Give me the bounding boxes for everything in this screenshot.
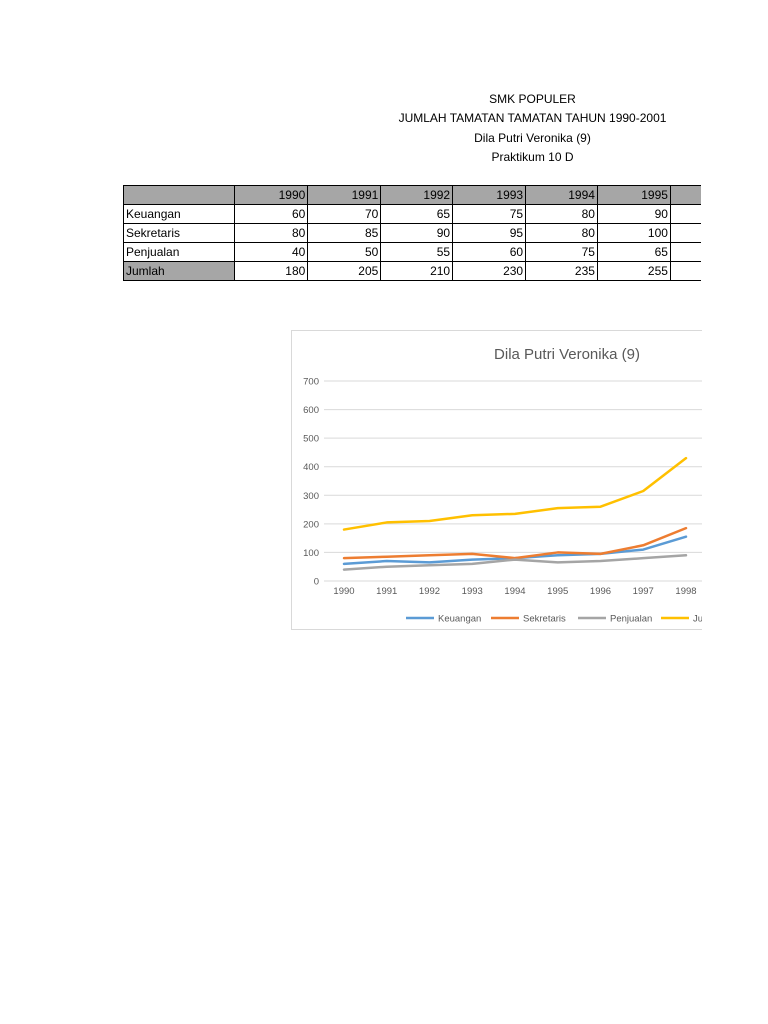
report-subtitle: JUMLAH TAMATAN TAMATAN TAHUN 1990-2001 [398,111,667,126]
value-cell[interactable]: 75 [452,204,527,224]
chart-title: Dila Putri Veronika (9) [494,346,640,363]
total-cell[interactable]: 260 [669,261,701,281]
value-cell[interactable]: 85 [307,223,382,243]
total-cell[interactable]: 235 [525,261,598,281]
chart-svg: Dila Putri Veronika (9) 0 100 200 300 400 500 6… [303,346,702,625]
x-tick-label: 1993 [462,586,483,597]
table-row: Penjualan 40 50 55 60 75 65 70 80 [123,242,701,262]
total-cell[interactable]: 230 [452,261,527,281]
total-cell[interactable]: 180 [234,261,309,281]
value-cell[interactable]: 95 [669,204,701,224]
author-name: Dila Putri Veronika (9) [474,130,591,145]
x-tick-label: 1997 [633,586,654,597]
y-tick-label: 0 [314,577,319,588]
class-name: Praktikum 10 D [491,149,574,164]
header-year-cell[interactable]: 1990 [234,185,309,205]
value-cell[interactable]: 50 [307,242,382,262]
y-tick-label: 300 [303,491,319,502]
data-table: 1990 1991 1992 1993 1994 1995 1996 1997 … [123,185,701,281]
total-cell[interactable]: 255 [596,261,671,281]
x-tick-label: 1996 [590,586,611,597]
line-chart[interactable]: Dila Putri Veronika (9) 0 100 200 300 400 500 6… [291,330,702,630]
total-cell[interactable]: 210 [380,261,454,281]
y-tick-label: 700 [303,377,319,388]
x-tick-label: 1992 [419,586,440,597]
header-year-cell[interactable]: 1991 [307,185,382,205]
value-cell[interactable]: 95 [669,223,701,243]
row-label-cell[interactable]: Keuangan [123,204,236,224]
y-tick-label: 200 [303,519,319,530]
value-cell[interactable]: 70 [307,204,382,224]
table-row: Keuangan 60 70 65 75 80 90 95 110 [123,204,701,224]
data-table-region: 1990 1991 1992 1993 1994 1995 1996 1997 … [123,185,701,284]
chart-area[interactable] [291,330,702,630]
x-tick-label: 1998 [675,586,696,597]
legend-label: Jumlah [693,614,702,625]
header-year-cell[interactable]: 1996 [669,185,701,205]
y-tick-label: 400 [303,462,319,473]
x-tick-label: 1994 [504,586,525,597]
legend-label: Penjualan [610,614,652,625]
sheet-header: SMK POPULER JUMLAH TAMATAN TAMATAN TAHUN… [380,90,685,167]
value-cell[interactable]: 60 [234,204,309,224]
header-year-cell[interactable]: 1993 [452,185,527,205]
value-cell[interactable]: 60 [452,242,527,262]
total-cell[interactable]: 205 [307,261,382,281]
value-cell[interactable]: 70 [669,242,701,262]
series-line-sekretaris [342,526,688,560]
header-year-cell[interactable]: 1995 [596,185,671,205]
table-row: Sekretaris 80 85 90 95 80 100 95 125 [123,223,701,243]
value-cell[interactable]: 40 [234,242,309,262]
value-cell[interactable]: 100 [596,223,671,243]
school-name: SMK POPULER [489,92,576,106]
value-cell[interactable]: 80 [234,223,309,243]
row-label-cell[interactable]: Sekretaris [123,223,236,243]
header-blank-cell[interactable] [123,185,236,205]
series-line-penjualan [342,554,688,571]
y-tick-label: 100 [303,548,319,559]
value-cell[interactable]: 75 [525,242,598,262]
legend-label: Keuangan [438,614,481,625]
value-cell[interactable]: 95 [452,223,527,243]
legend-label: Sekretaris [523,614,566,625]
table-header-row: 1990 1991 1992 1993 1994 1995 1996 1997 [123,185,701,205]
series-line-jumlah [342,456,688,531]
value-cell[interactable]: 65 [596,242,671,262]
value-cell[interactable]: 65 [380,204,454,224]
value-cell[interactable]: 90 [380,223,454,243]
value-cell[interactable]: 80 [525,223,598,243]
y-tick-label: 600 [303,405,319,416]
value-cell[interactable]: 55 [380,242,454,262]
row-label-cell[interactable]: Penjualan [123,242,236,262]
table-total-row: Jumlah 180 205 210 230 235 255 260 315 [123,261,701,281]
x-tick-label: 1990 [333,586,354,597]
row-label-cell[interactable]: Jumlah [123,261,236,281]
value-cell[interactable]: 80 [525,204,598,224]
header-year-cell[interactable]: 1994 [525,185,598,205]
x-tick-label: 1995 [547,586,568,597]
y-tick-label: 500 [303,434,319,445]
header-year-cell[interactable]: 1992 [380,185,454,205]
value-cell[interactable]: 90 [596,204,671,224]
x-tick-label: 1991 [376,586,397,597]
